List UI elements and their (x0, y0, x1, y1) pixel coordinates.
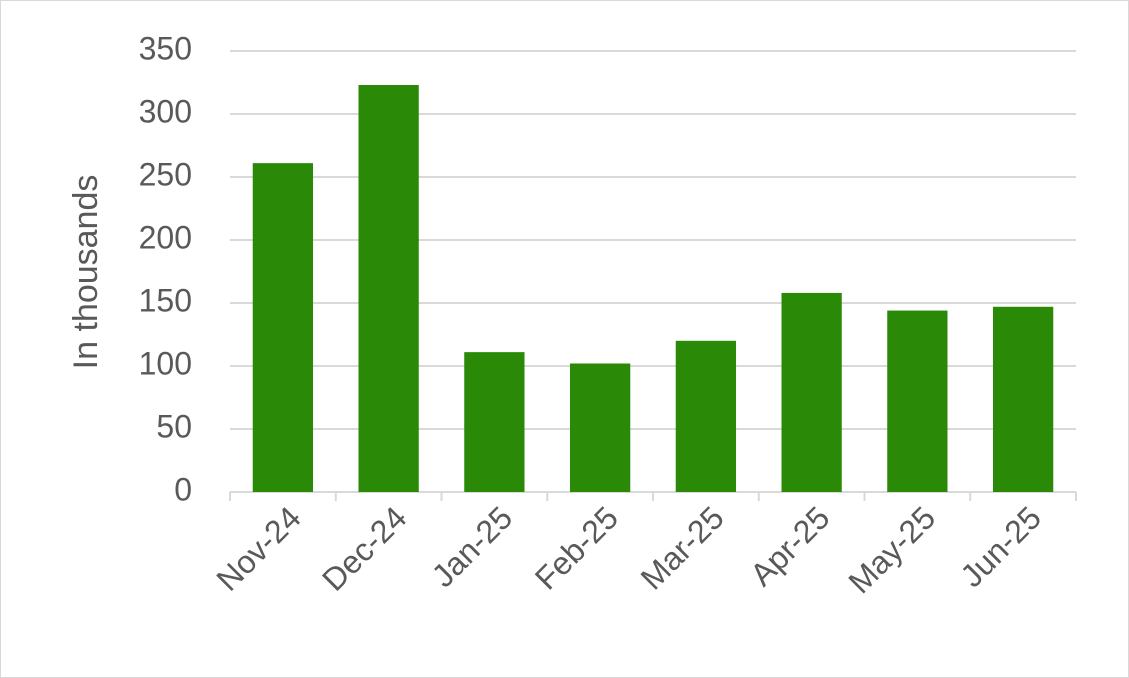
bar (464, 352, 525, 492)
bar (569, 363, 631, 492)
bar (887, 310, 948, 492)
bar (675, 340, 737, 492)
y-tick-label: 100 (139, 345, 192, 381)
bar (781, 292, 842, 492)
y-tick-label: 200 (139, 219, 192, 255)
y-tick-label: 300 (139, 93, 192, 129)
y-tick-label: 0 (174, 471, 192, 507)
y-tick-label: 250 (139, 156, 192, 192)
y-tick-label: 150 (139, 282, 192, 318)
bar (252, 163, 314, 492)
bar (992, 306, 1054, 492)
y-tick-label: 50 (156, 408, 192, 444)
y-axis-label: In thousands (67, 175, 105, 370)
y-tick-label: 350 (139, 30, 192, 66)
bar (358, 85, 419, 493)
